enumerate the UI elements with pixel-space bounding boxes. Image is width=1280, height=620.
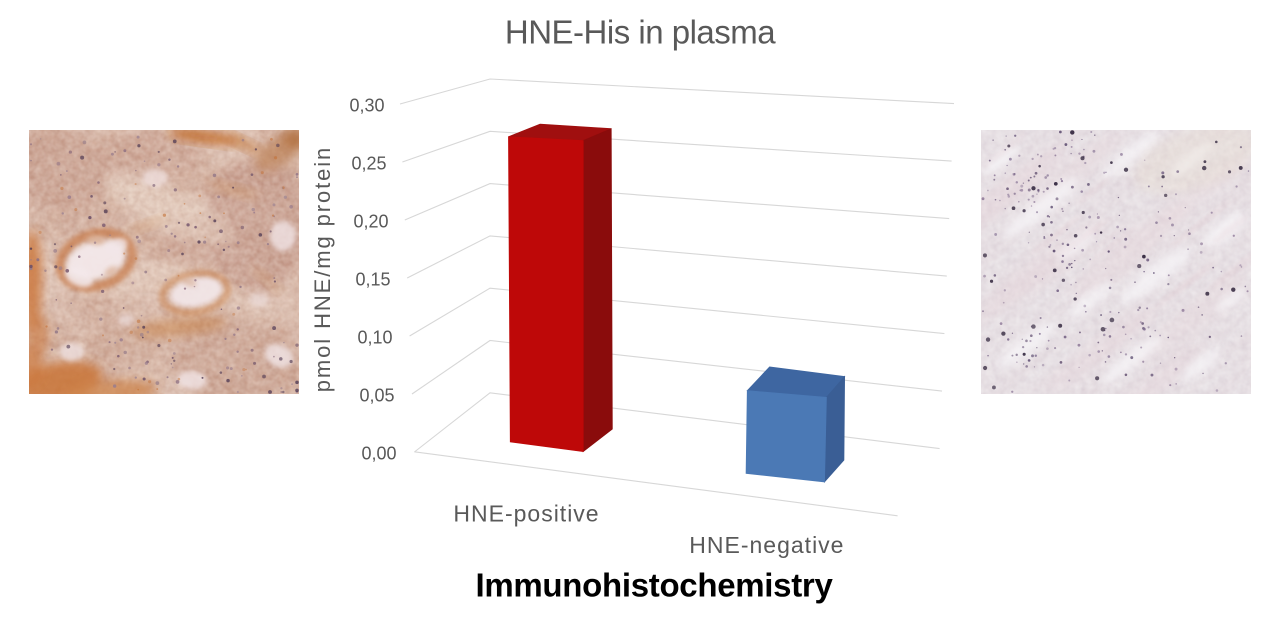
svg-text:HNE-His in plasma: HNE-His in plasma — [505, 14, 776, 51]
svg-text:0,15: 0,15 — [355, 270, 390, 290]
svg-text:pmol HNE/mg protein: pmol HNE/mg protein — [310, 146, 335, 392]
svg-text:HNE-negative: HNE-negative — [689, 532, 844, 558]
svg-text:Immunohistochemistry: Immunohistochemistry — [475, 566, 833, 603]
svg-text:0,00: 0,00 — [361, 444, 396, 464]
svg-text:0,25: 0,25 — [351, 154, 386, 174]
svg-text:HNE-positive: HNE-positive — [453, 500, 599, 526]
svg-text:0,05: 0,05 — [359, 386, 394, 406]
svg-text:0,10: 0,10 — [357, 328, 392, 348]
svg-text:0,20: 0,20 — [353, 212, 388, 232]
svg-text:0,30: 0,30 — [349, 96, 384, 116]
